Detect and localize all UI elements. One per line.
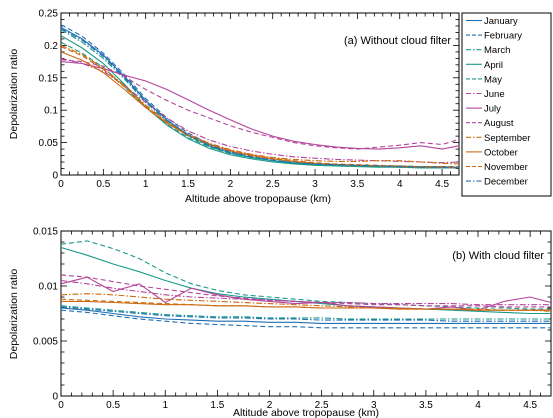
x-tick-label: 3.5 (419, 400, 433, 411)
x-tick-label: 2.5 (315, 400, 329, 411)
panel-b-y-axis-label: Depolarization ratio (8, 269, 20, 360)
series-line-september (60, 293, 552, 312)
x-tick-label: 1.5 (210, 400, 224, 411)
legend-label-october: October (484, 147, 518, 158)
x-tick-label: 1.5 (181, 179, 195, 190)
legend-label-january: January (484, 16, 518, 27)
panel-a-x-axis-label: Altitude above tropopause (km) (185, 193, 331, 205)
x-tick-label: 4 (397, 179, 403, 190)
x-tick-label: 0 (58, 400, 64, 411)
legend-label-september: September (484, 133, 530, 144)
panel-a-title: (a) Without cloud filter (344, 35, 451, 47)
y-tick-label: 0.015 (33, 227, 58, 238)
legend-label-april: April (484, 60, 503, 71)
series-line-march (60, 305, 551, 320)
y-tick-label: 0.15 (39, 73, 59, 84)
panel-b-x-axis-label: Altitude above tropopause (km) (233, 407, 379, 418)
legend-items: January February March April May June July Augu… (466, 16, 530, 188)
legend-label-march: March (484, 45, 510, 56)
x-tick-label: 3.5 (350, 179, 364, 190)
x-tick-label: 4 (475, 400, 481, 411)
series-line-december (60, 306, 551, 322)
series-line-september (60, 44, 460, 165)
legend-label-july: July (484, 104, 501, 115)
panel-a-series-lines (60, 24, 460, 169)
panel-b-title: (b) With cloud filter (452, 250, 544, 262)
series-line-january (60, 26, 459, 169)
series-line-august (60, 274, 551, 308)
series-line-february (60, 309, 551, 329)
legend-label-june: June (484, 89, 505, 100)
legend-label-february: February (484, 31, 522, 42)
y-tick-label: 0 (52, 392, 58, 403)
y-tick-label: 0 (52, 171, 58, 182)
series-line-june (60, 57, 460, 164)
series-line-november (60, 298, 551, 311)
legend-frame (461, 12, 552, 197)
x-tick-label: 4.5 (523, 400, 537, 411)
x-tick-label: 0.5 (96, 179, 110, 190)
series-line-october (61, 300, 551, 311)
x-tick-label: 2.5 (266, 179, 280, 190)
x-tick-label: 2 (228, 179, 234, 190)
legend-label-august: August (484, 118, 514, 129)
panel-a-without-cloud-filter: 0 0.5 1 1.5 2 2.5 3 3.5 4 4.500.050.10.150.20.25 … (8, 9, 460, 205)
x-tick-label: 3 (312, 179, 318, 190)
y-tick-label: 0.2 (44, 41, 58, 52)
y-tick-label: 0.005 (33, 337, 58, 348)
x-tick-label: 2 (267, 400, 273, 411)
panel-a-tick-labels: 0 0.5 1 1.5 2 2.5 3 3.5 4 4.5 0 0.05 0.1 0.15 0.2 0.25 (39, 9, 450, 191)
panel-b-series-lines (60, 240, 552, 329)
series-line-january (60, 307, 551, 324)
y-tick-label: 0.01 (39, 282, 59, 293)
legend-label-november: November (484, 162, 528, 173)
series-line-november (60, 46, 460, 168)
panel-a-y-axis-label: Depolarization ratio (8, 49, 20, 140)
series-line-may (60, 240, 551, 310)
x-tick-label: 0 (58, 179, 64, 190)
series-line-december (60, 28, 460, 169)
panel-b-tick-labels: 0 0.5 1 1.5 2 2.5 3 3.5 4 4.5 0 0.005 0.01 0.015 (33, 227, 538, 412)
series-line-october (60, 51, 460, 169)
x-tick-label: 0.5 (106, 400, 120, 411)
y-tick-label: 0.1 (44, 106, 58, 117)
series-line-march (60, 29, 459, 168)
panel-a-ticks (60, 12, 460, 176)
legend: January February March April May June July Augu… (461, 12, 552, 197)
series-line-july (60, 61, 460, 150)
x-tick-label: 1 (143, 179, 149, 190)
x-tick-label: 3 (371, 400, 377, 411)
x-tick-label: 1 (162, 400, 168, 411)
series-line-june (60, 279, 551, 306)
panel-b-with-cloud-filter: 0 0.5 1 1.5 2 2.5 3 3.5 4 4.5 0 0.005 0.01 0.015 (b) … (8, 227, 552, 418)
panel-a-plot-frame (60, 12, 460, 176)
y-tick-label: 0.05 (39, 138, 59, 149)
legend-label-december: December (484, 177, 528, 188)
y-tick-label: 0.25 (39, 9, 59, 20)
x-tick-label: 4.5 (435, 179, 449, 190)
legend-label-may: May (484, 74, 502, 85)
panel-b-ticks (60, 230, 552, 397)
series-line-august (60, 59, 460, 150)
